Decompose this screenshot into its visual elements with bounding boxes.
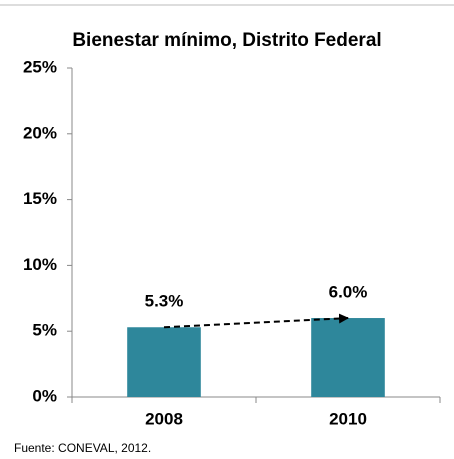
x-tick-label: 2008: [145, 409, 183, 428]
y-tick-label: 0%: [32, 386, 57, 405]
y-tick-label: 20%: [23, 123, 57, 142]
data-label: 5.3%: [145, 292, 184, 311]
x-tick-label: 2010: [329, 409, 367, 428]
bar: [127, 327, 201, 397]
y-tick-label: 15%: [23, 189, 57, 208]
data-label: 6.0%: [329, 283, 368, 302]
y-tick-label: 25%: [23, 57, 57, 76]
y-tick-label: 10%: [23, 255, 57, 274]
y-tick-label: 5%: [32, 321, 57, 340]
bar: [311, 318, 385, 397]
source-note: Fuente: CONEVAL, 2012.: [14, 441, 151, 455]
trend-arrow: [163, 313, 349, 329]
chart-title: Bienestar mínimo, Distrito Federal: [72, 30, 381, 51]
